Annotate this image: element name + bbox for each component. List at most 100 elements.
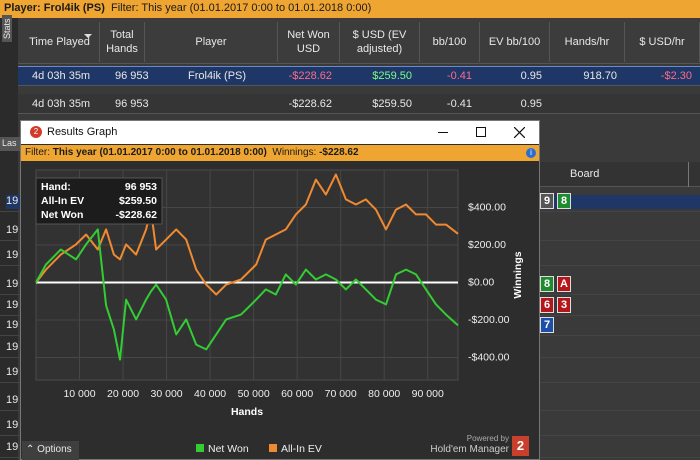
legend-swatch xyxy=(196,444,204,452)
cell: Frol4ik (PS) xyxy=(188,70,247,82)
column-divider xyxy=(688,162,689,187)
column-header[interactable]: Time Played xyxy=(20,22,100,62)
totals-row xyxy=(18,94,700,114)
minimize-button[interactable] xyxy=(438,132,448,133)
info-label: Hand: xyxy=(41,181,71,193)
tab-header[interactable]: Las xyxy=(0,137,20,151)
card: A xyxy=(557,276,571,292)
options-button[interactable]: ⌃ Options xyxy=(22,441,79,460)
y-tick-label: $200.00 xyxy=(468,239,506,251)
winnings: -$228.62 xyxy=(319,147,359,158)
cell: -0.41 xyxy=(446,70,472,82)
graph-window: 2 Results Graph Filter: This year (01.01… xyxy=(20,120,540,460)
window-title: Results Graph xyxy=(47,126,118,138)
x-tick-label: 20 000 xyxy=(107,388,139,400)
y-tick-label: -$200.00 xyxy=(468,314,510,326)
y-axis-label: Winnings xyxy=(512,251,524,298)
brand: Hold'em Manager xyxy=(430,444,509,455)
card: 6 xyxy=(540,297,554,313)
selected-row xyxy=(18,66,700,86)
info-value: 96 953 xyxy=(125,181,157,193)
info-label: All-In EV xyxy=(41,195,84,207)
column-header[interactable]: Hands/hr xyxy=(550,22,625,62)
cell: $259.50 xyxy=(372,70,412,82)
player: Player: Frol4ik (PS) xyxy=(4,2,105,14)
x-tick-label: 10 000 xyxy=(63,388,95,400)
y-tick-label: $0.00 xyxy=(468,276,494,288)
column-header[interactable]: Total Hands xyxy=(100,22,145,62)
legend-label: Net Won xyxy=(208,443,249,455)
filter-bar: Filter: This year (01.01.2017 0:00 to 01… xyxy=(21,145,539,161)
cell: -0.41 xyxy=(446,98,472,110)
card: 7 xyxy=(540,317,554,333)
winnings-label: Winnings: xyxy=(272,147,317,158)
legend-label: All-In EV xyxy=(281,443,322,455)
cell: 0.95 xyxy=(520,70,542,82)
cell: 4d 03h 35m xyxy=(32,98,91,110)
results-graph: -$400.00 -$200.00 $0.00 $200.00 $400.00 10 00… xyxy=(35,169,524,455)
side-strip xyxy=(0,18,18,460)
x-tick-label: 80 000 xyxy=(368,388,400,400)
row-number: 19 xyxy=(6,419,19,431)
cell: -$2.30 xyxy=(660,70,692,82)
row-number: 19 xyxy=(6,249,19,261)
y-tick-label: -$400.00 xyxy=(468,351,510,363)
series-line xyxy=(35,228,459,361)
column-header[interactable]: bb/100 xyxy=(420,22,480,62)
x-tick-label: 50 000 xyxy=(238,388,270,400)
info-box xyxy=(35,177,163,225)
filter: Filter: This year (01.01.2017 0:00 to 01… xyxy=(111,2,372,14)
cell: 96 953 xyxy=(115,98,149,110)
info-value: $259.50 xyxy=(119,195,157,207)
x-tick-label: 70 000 xyxy=(325,388,357,400)
x-tick-label: 30 000 xyxy=(151,388,183,400)
side-tab[interactable]: Stats xyxy=(2,15,12,42)
row-number: 19 xyxy=(6,319,19,331)
legend-swatch xyxy=(269,444,277,452)
info-label: Net Won xyxy=(41,209,83,221)
player-bar: Player: Frol4ik (PS) Filter: This year (… xyxy=(0,0,700,18)
info-icon[interactable]: i xyxy=(526,148,536,158)
row-number: 19 xyxy=(6,394,19,406)
app-icon: 2 xyxy=(30,126,42,138)
column-header[interactable]: $ USD/hr xyxy=(625,22,700,62)
column-header[interactable]: Player xyxy=(145,22,278,62)
close-button[interactable] xyxy=(514,127,525,138)
maximize-button[interactable] xyxy=(476,127,486,137)
row-number: 19 xyxy=(6,366,19,378)
row-number: 19 xyxy=(6,341,19,353)
powered-by: Powered by xyxy=(466,434,509,443)
x-axis-label: Hands xyxy=(231,406,263,418)
card: 9 xyxy=(540,193,554,209)
x-tick-label: 60 000 xyxy=(281,388,313,400)
info-value: -$228.62 xyxy=(116,209,158,221)
x-tick-label: 40 000 xyxy=(194,388,226,400)
row-number: 19 xyxy=(6,278,19,290)
sort-arrow xyxy=(84,34,92,38)
y-tick-label: $400.00 xyxy=(468,201,506,213)
column-header[interactable]: $ USD (EV adjusted) xyxy=(340,22,420,62)
cell: -$228.62 xyxy=(288,70,332,82)
cell: 4d 03h 35m xyxy=(32,70,91,82)
cell: -$228.62 xyxy=(288,98,332,110)
card: 3 xyxy=(557,297,571,313)
series-line xyxy=(35,173,459,296)
board-column-header: Board xyxy=(540,162,700,187)
cell: 918.70 xyxy=(583,70,617,82)
card: 8 xyxy=(557,193,571,209)
row-number: 19 xyxy=(6,224,19,236)
column-header[interactable]: EV bb/100 xyxy=(480,22,550,62)
filter-label: Filter: xyxy=(25,147,50,158)
column-header[interactable]: Net Won USD xyxy=(278,22,340,62)
cell: 0.95 xyxy=(520,98,542,110)
row-number: 19 xyxy=(6,441,19,453)
brand-mark: 2 xyxy=(512,436,529,456)
card: 8 xyxy=(540,276,554,292)
cell: $259.50 xyxy=(372,98,412,110)
stats-table: Time Played Total Hands Player Net Won USD $… xyxy=(18,18,700,118)
x-tick-label: 90 000 xyxy=(412,388,444,400)
row-number: 19 xyxy=(6,299,19,311)
options-label: Options xyxy=(37,444,72,455)
cell: 96 953 xyxy=(115,70,149,82)
